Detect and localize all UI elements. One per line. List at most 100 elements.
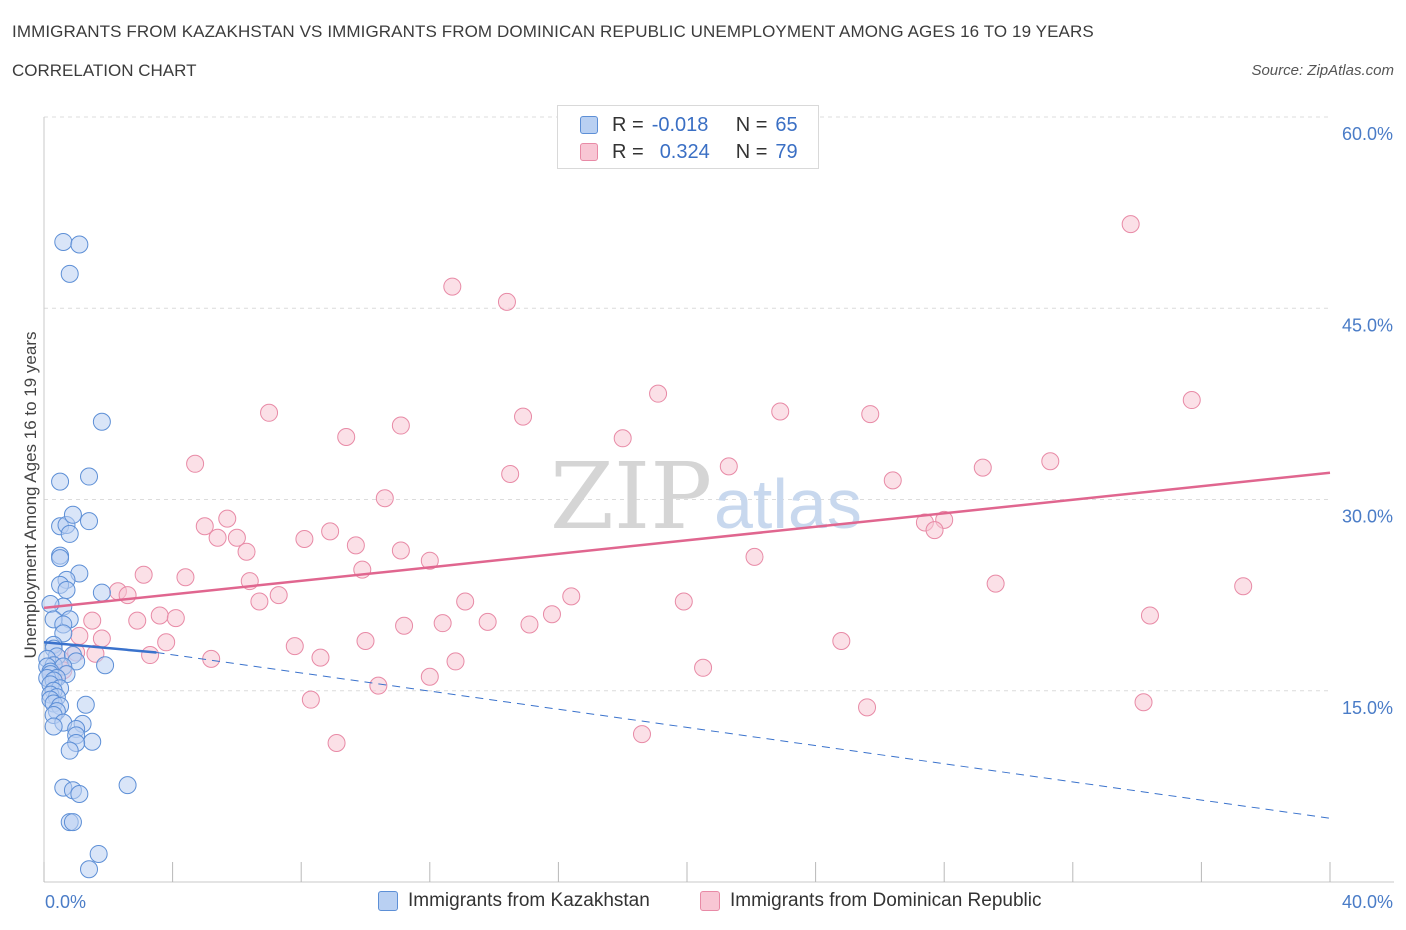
trend-line-kazakhstan-extension <box>156 652 1331 819</box>
axes-layer <box>43 117 1394 883</box>
y-tick-label-2: 45.0% <box>1342 315 1393 335</box>
point-series1-35 <box>176 568 195 587</box>
point-series1-32 <box>745 547 764 566</box>
point-series1-73 <box>369 676 388 695</box>
point-series1-49 <box>1140 606 1159 625</box>
points-layer <box>38 215 1253 879</box>
legend-n-label: N = <box>735 113 768 136</box>
point-series1-2 <box>497 292 516 311</box>
watermark: ZIP atlas <box>550 443 862 550</box>
legend-swatch-dominican <box>580 143 598 161</box>
point-series0-30 <box>96 656 115 675</box>
point-series1-53 <box>433 614 452 633</box>
point-series0-23 <box>54 624 73 643</box>
point-series1-14 <box>973 458 992 477</box>
point-series0-19 <box>41 595 60 614</box>
point-series1-46 <box>150 606 169 625</box>
point-series1-20 <box>195 517 214 536</box>
point-series1-30 <box>237 542 256 561</box>
point-series1-61 <box>285 637 304 656</box>
point-series0-61 <box>118 776 137 795</box>
watermark-atlas: atlas <box>714 465 862 543</box>
point-series1-71 <box>420 667 439 686</box>
point-series1-51 <box>128 611 147 630</box>
point-series1-13 <box>719 457 738 476</box>
point-series1-41 <box>269 586 288 605</box>
point-series1-0 <box>1121 215 1140 234</box>
point-series1-18 <box>375 489 394 508</box>
point-series1-24 <box>925 521 944 540</box>
bottom-legend-label-kazakhstan: Immigrants from Kazakhstan <box>408 890 650 911</box>
bottom-legend-dominican[interactable]: Immigrants from Dominican Republic <box>700 890 1042 912</box>
legend-swatch-kazakhstan <box>580 116 598 134</box>
point-series0-2 <box>60 264 79 283</box>
point-series1-27 <box>295 530 314 549</box>
point-series1-55 <box>520 615 539 634</box>
bottom-legend-kazakhstan[interactable]: Immigrants from Kazakhstan <box>378 890 650 912</box>
point-series1-64 <box>86 644 105 663</box>
point-series1-28 <box>346 536 365 555</box>
trend-line-kazakhstan <box>43 641 157 654</box>
point-series0-5 <box>51 472 70 491</box>
legend-row-dominican: R = 0.324 N = 79 <box>580 140 798 164</box>
y-tick-label-1: 30.0% <box>1342 507 1393 527</box>
point-series1-26 <box>227 528 246 547</box>
ticks-layer: 15.0% 30.0% 45.0% 60.0% 0.0% 40.0% <box>45 124 1393 912</box>
point-series1-11 <box>613 429 632 448</box>
point-series1-42 <box>562 587 581 606</box>
point-series1-40 <box>118 586 137 605</box>
point-series1-37 <box>986 574 1005 593</box>
trend-line-dominican <box>43 471 1331 610</box>
point-series0-17 <box>92 583 111 602</box>
point-series1-1 <box>443 277 462 296</box>
point-series1-75 <box>858 698 877 717</box>
point-series1-25 <box>208 528 227 547</box>
point-series0-56 <box>83 732 102 751</box>
point-series1-69 <box>694 658 713 677</box>
correlation-legend: R = -0.018 N = 65 R = 0.324 N = 79 <box>557 105 819 169</box>
point-series1-8 <box>514 407 533 426</box>
point-series1-19 <box>218 509 237 528</box>
legend-r-value: 0.324 <box>659 140 710 163</box>
point-series1-74 <box>301 690 320 709</box>
point-series1-5 <box>260 403 279 422</box>
point-series1-6 <box>771 402 790 421</box>
bottom-legend-swatch-dominican <box>700 891 720 911</box>
point-series0-16 <box>57 581 76 600</box>
point-series1-12 <box>186 454 205 473</box>
point-series1-65 <box>141 646 160 665</box>
point-series1-45 <box>674 592 693 611</box>
watermark-zip: ZIP <box>550 443 712 550</box>
legend-row-kazakhstan: R = -0.018 N = 65 <box>580 113 798 137</box>
point-series0-9 <box>63 505 82 524</box>
point-series1-59 <box>157 633 176 652</box>
x-tick-label-0: 0.0% <box>45 892 86 912</box>
point-series1-10 <box>337 428 356 447</box>
point-series1-9 <box>391 416 410 435</box>
point-series0-58 <box>60 741 79 760</box>
point-series1-4 <box>1182 391 1201 410</box>
point-series1-38 <box>1234 577 1253 596</box>
y-tick-label-0: 15.0% <box>1342 698 1393 718</box>
point-series0-53 <box>44 717 63 736</box>
point-series1-54 <box>478 612 497 631</box>
point-series0-64 <box>63 813 82 832</box>
point-series0-12 <box>51 549 70 568</box>
point-series1-47 <box>166 609 185 628</box>
legend-r-value: -0.018 <box>651 113 709 136</box>
point-series1-57 <box>92 629 111 648</box>
point-series1-44 <box>456 592 475 611</box>
legend-n-value: 79 <box>775 140 798 163</box>
point-series0-1 <box>70 235 89 254</box>
point-series0-4 <box>80 467 99 486</box>
point-series1-52 <box>395 616 414 635</box>
point-series1-78 <box>327 734 346 753</box>
point-series0-62 <box>70 785 89 804</box>
point-series1-16 <box>501 465 520 483</box>
point-series1-29 <box>391 541 410 560</box>
point-series0-3 <box>92 412 111 431</box>
point-series1-17 <box>883 471 902 490</box>
point-series0-0 <box>54 232 73 251</box>
point-series1-50 <box>83 611 102 630</box>
